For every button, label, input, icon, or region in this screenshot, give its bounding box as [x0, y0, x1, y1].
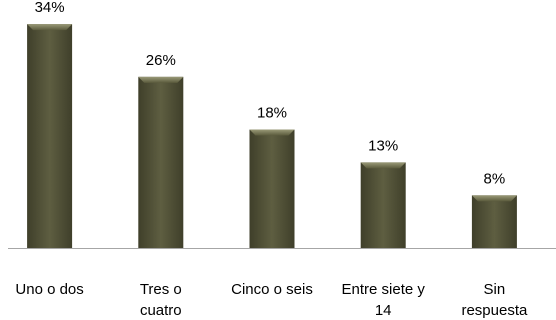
bar-body: [27, 24, 73, 248]
bar-3: [249, 129, 295, 248]
bar-bevel: [27, 24, 73, 31]
bar-bevel: [249, 129, 295, 136]
bar-bevel: [471, 195, 517, 202]
data-labels-group: 34% 26% 18% 13% 8%: [35, 0, 506, 187]
data-label-5: 8%: [484, 170, 506, 187]
category-label-5: Sin respuesta: [461, 281, 528, 319]
bar-body: [249, 129, 295, 248]
category-label-4: Entre siete y 14: [342, 281, 426, 319]
category-label-2: Tres o cuatro: [140, 281, 182, 319]
category-label-1: Uno o dos: [15, 281, 83, 298]
category-label-3: Cinco o seis: [231, 281, 313, 298]
category-labels-group: Uno o dos Tres o cuatro Cinco o seis Entre s…: [15, 281, 528, 319]
data-label-2: 26%: [146, 52, 176, 69]
bar-bevel: [138, 76, 184, 83]
bar-body: [471, 195, 517, 248]
bar-bevel: [360, 162, 406, 169]
bars-group: [27, 24, 517, 248]
data-label-4: 13%: [368, 137, 398, 154]
data-label-3: 18%: [257, 105, 287, 122]
bar-body: [360, 162, 406, 248]
bar-4: [360, 162, 406, 248]
bar-1: [27, 24, 73, 248]
bar-5: [471, 195, 517, 248]
bar-2: [138, 76, 184, 248]
data-label-1: 34%: [35, 0, 65, 16]
bar-body: [138, 76, 184, 248]
